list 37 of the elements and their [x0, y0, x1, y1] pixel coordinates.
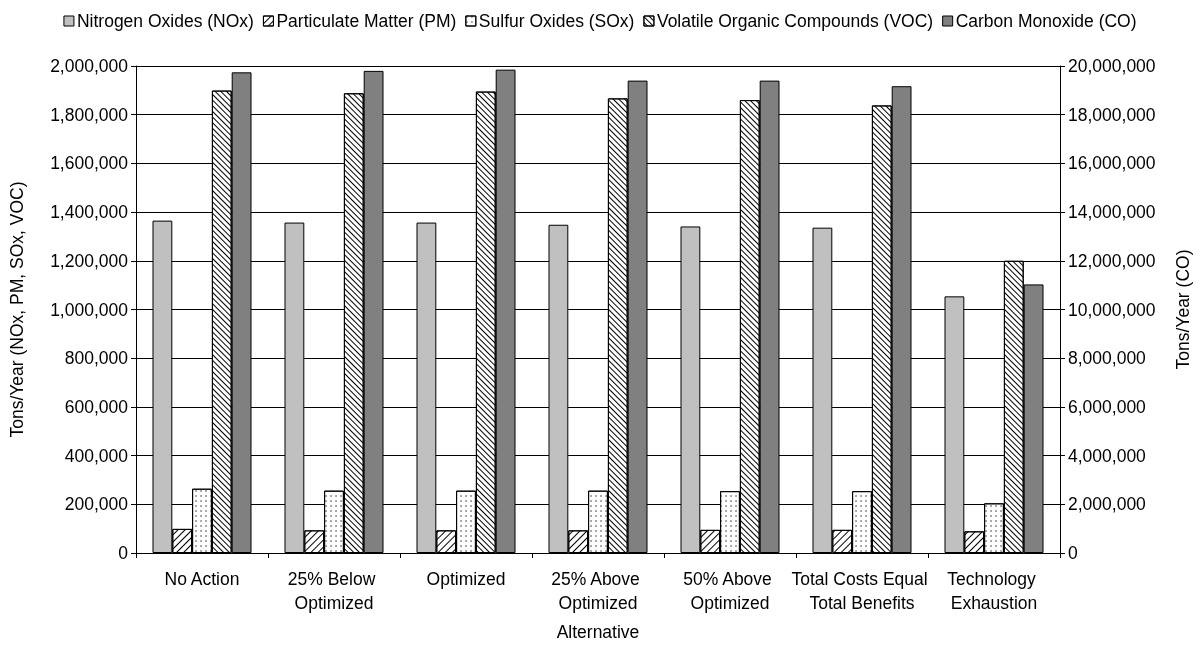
x-tick-label: 25% Above Optimized — [551, 569, 645, 613]
y2-tick-label: 16,000,000 — [1068, 153, 1156, 174]
y-tick-label: 1,800,000 — [50, 104, 129, 125]
legend-label: Volatile Organic Compounds (VOC) — [656, 11, 934, 31]
y-tick-label: 800,000 — [64, 348, 129, 369]
x-tick-label: 50% Above Optimized — [683, 569, 777, 613]
x-axis-title: Alternative — [556, 622, 640, 642]
y2-tick-label: 8,000,000 — [1068, 348, 1147, 369]
y2-tick-label: 12,000,000 — [1068, 250, 1156, 271]
y-axis-title: Tons/Year (NOx, PM, SOx, VOC) — [7, 181, 27, 438]
y2-axis-title: Tons/Year (CO) — [1173, 249, 1193, 370]
x-tick-label: No Action — [164, 569, 240, 589]
y-tick-label: 1,200,000 — [50, 250, 129, 271]
y2-tick-label: 2,000,000 — [1068, 494, 1147, 515]
y2-tick-label: 6,000,000 — [1068, 396, 1147, 417]
y2-tick-label: 0 — [1068, 543, 1078, 563]
legend-label: Particulate Matter (PM) — [276, 11, 457, 31]
y-tick-label: 1,600,000 — [50, 153, 129, 174]
y2-tick-label: 4,000,000 — [1068, 445, 1147, 466]
legend-label: Sulfur Oxides (SOx) — [478, 11, 635, 31]
y2-tick-label: 14,000,000 — [1068, 202, 1156, 223]
y-tick-label: 600,000 — [64, 396, 129, 417]
y2-tick-label: 20,000,000 — [1068, 56, 1156, 76]
legend-label: Nitrogen Oxides (NOx) — [76, 11, 254, 31]
y-tick-label: 1,000,000 — [50, 299, 129, 320]
x-tick-label: Total Costs Equal Total Benefits — [791, 569, 933, 613]
y-tick-label: 200,000 — [64, 494, 129, 515]
legend-label: Carbon Monoxide (CO) — [955, 11, 1137, 31]
y2-tick-label: 10,000,000 — [1068, 299, 1156, 320]
x-tick-label: Technology Exhaustion — [947, 569, 1041, 613]
y-tick-label: 2,000,000 — [50, 56, 129, 76]
y-tick-label: 1,400,000 — [50, 202, 129, 223]
y2-tick-label: 18,000,000 — [1068, 104, 1156, 125]
x-tick-label: 25% Below Optimized — [287, 569, 381, 613]
x-tick-label: Optimized — [426, 569, 506, 589]
y-tick-label: 0 — [118, 543, 129, 563]
y-tick-label: 400,000 — [64, 445, 129, 466]
